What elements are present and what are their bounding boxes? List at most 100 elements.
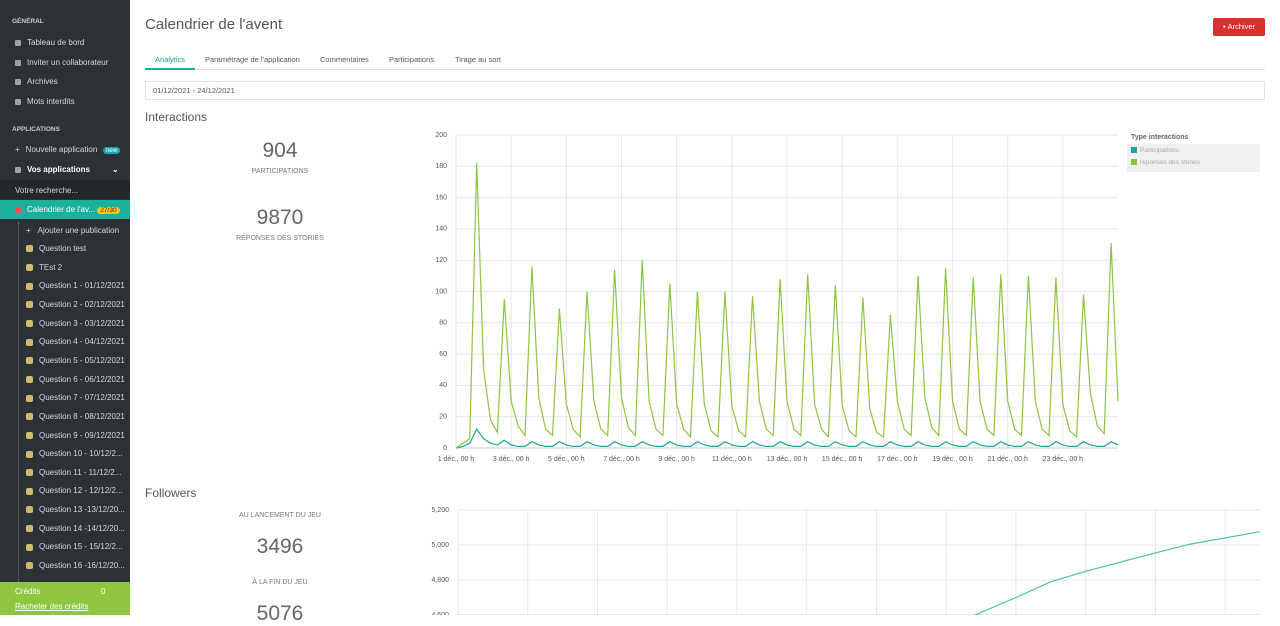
label: TEst 2 — [39, 262, 63, 272]
icon — [26, 525, 33, 533]
stat-label: RÉPONSES DES STORIES — [236, 235, 324, 242]
label: Archives — [27, 77, 58, 87]
buy-credits[interactable]: Racheter des crédits — [15, 602, 89, 611]
nav-item[interactable]: Inviter un collaborateur — [15, 58, 108, 67]
label: Question 7 - 07/12/2021 — [39, 393, 125, 403]
icon — [15, 59, 21, 66]
publication[interactable]: Question 14 -14/12/20... — [26, 524, 125, 533]
y-tick-label: 4,600 — [431, 612, 449, 615]
date-text: 01/12/2021 - 24/12/2021 — [153, 86, 235, 95]
tab[interactable]: Participations — [389, 55, 435, 64]
tab[interactable]: Commentaires — [320, 55, 369, 64]
label: Question 9 - 09/12/2021 — [39, 430, 125, 440]
x-tick-label: 19 déc., 00 h — [932, 456, 973, 463]
icon — [26, 543, 33, 551]
publication[interactable]: Question 16 -16/12/20... — [26, 561, 125, 570]
label: Question 1 - 01/12/2021 — [39, 281, 125, 291]
icon — [26, 469, 33, 477]
icon — [26, 301, 33, 309]
y-tick-label: 120 — [435, 257, 447, 264]
search-box[interactable]: Votre recherche... — [0, 180, 130, 199]
y-tick-label: 200 — [435, 132, 447, 139]
current-app[interactable]: Calendrier de l'av... 27/30 — [0, 200, 130, 219]
label: Mots interdits — [27, 97, 75, 107]
publication[interactable]: Question test — [26, 244, 86, 253]
publication[interactable]: Question 10 - 10/12/2... — [26, 449, 123, 458]
icon — [26, 375, 33, 383]
publication[interactable]: Question 5 - 05/12/2021 — [26, 356, 125, 365]
credits-value: 0 — [101, 587, 106, 596]
label: Question 8 - 08/12/2021 — [39, 411, 125, 421]
page-title: Calendrier de l'avent — [145, 16, 283, 33]
tabs-line — [145, 69, 1265, 70]
section-title: Interactions — [145, 110, 208, 124]
y-tick-label: 5,200 — [431, 507, 449, 514]
label: Question 13 -13/12/20... — [39, 505, 125, 515]
nav-item[interactable]: Tableau de bord — [15, 38, 84, 47]
tab[interactable]: Tirage au sort — [455, 55, 501, 64]
y-tick-label: 0 — [443, 445, 447, 452]
label: Inviter un collaborateur — [27, 57, 109, 67]
label: Question 5 - 05/12/2021 — [39, 355, 125, 365]
publication[interactable]: Question 4 - 04/12/2021 — [26, 337, 125, 346]
series-line — [973, 531, 1261, 615]
legend-swatch — [1131, 147, 1137, 153]
publication[interactable]: Question 2 - 02/12/2021 — [26, 300, 125, 309]
label: Question 4 - 04/12/2021 — [39, 337, 125, 347]
legend-box — [1127, 144, 1260, 172]
section-title: Followers — [145, 486, 197, 500]
badge: 27/30 — [97, 207, 120, 214]
nav-item[interactable]: Archives — [15, 77, 58, 86]
icon — [26, 413, 33, 421]
label: Nouvelle application — [25, 145, 98, 154]
x-tick-label: 3 déc., 00 h — [493, 456, 530, 463]
date-range[interactable]: 01/12/2021 - 24/12/2021 — [145, 81, 1265, 100]
icon — [15, 98, 21, 105]
nav-item[interactable]: Mots interdits — [15, 97, 75, 106]
icon — [26, 357, 33, 365]
x-tick-label: 1 déc., 00 h — [438, 456, 475, 463]
label: Tableau de bord — [27, 38, 85, 47]
label: Question 16 -16/12/20... — [39, 561, 125, 571]
x-tick-label: 15 déc., 00 h — [822, 456, 863, 463]
x-tick-label: 5 déc., 00 h — [548, 456, 585, 463]
x-tick-label: 23 déc., 00 h — [1043, 456, 1084, 463]
stat-value: 904 — [262, 139, 298, 162]
stat-label: PARTICIPATIONS — [251, 168, 309, 175]
publication[interactable]: Question 3 - 03/12/2021 — [26, 319, 125, 328]
tab[interactable]: Paramétrage de l'application — [205, 55, 300, 64]
y-tick-label: 60 — [439, 351, 447, 358]
credits-label: Crédits — [15, 587, 41, 596]
archive-button[interactable]: ▪ Archiver — [1213, 18, 1265, 36]
label: Vos applications — [27, 165, 90, 174]
y-tick-label: 140 — [435, 226, 447, 233]
publication[interactable]: Question 12 - 12/12/2... — [26, 486, 123, 495]
publication[interactable]: Question 9 - 09/12/2021 — [26, 431, 125, 440]
publication[interactable]: Question 13 -13/12/20... — [26, 505, 125, 514]
icon — [26, 282, 33, 290]
tree-line — [18, 222, 19, 582]
icon — [15, 79, 21, 86]
y-tick-label: 180 — [435, 163, 447, 170]
new-app[interactable]: + Nouvelle application new — [15, 145, 121, 154]
publication[interactable]: TEst 2 — [26, 263, 62, 272]
publication[interactable]: Question 7 - 07/12/2021 — [26, 393, 125, 402]
publication[interactable]: Question 6 - 06/12/2021 — [26, 375, 125, 384]
label: Question 6 - 06/12/2021 — [39, 374, 125, 384]
icon — [26, 319, 33, 327]
section-title: GÉNÉRAL — [12, 18, 44, 25]
icon — [26, 245, 33, 253]
publication[interactable]: Question 8 - 08/12/2021 — [26, 412, 125, 421]
publication[interactable]: Question 11 - 11/12/2... — [26, 468, 121, 477]
label: Archiver — [1227, 22, 1256, 31]
your-apps[interactable]: Vos applications ⌄ — [15, 165, 119, 174]
sidebar: GÉNÉRAL Tableau de bord Inviter un collab… — [0, 0, 130, 615]
tab[interactable]: Analytics — [155, 55, 186, 64]
publication[interactable]: Question 15 - 15/12/2... — [26, 542, 123, 551]
label: Question 2 - 02/12/2021 — [39, 299, 125, 309]
tab-underline — [145, 68, 195, 70]
stat-label: AU LANCEMENT DU JEU — [239, 512, 321, 519]
publication[interactable]: Question 1 - 01/12/2021 — [26, 281, 125, 290]
icon — [26, 506, 33, 514]
add-publication[interactable]: + Ajouter une publication — [26, 226, 120, 235]
